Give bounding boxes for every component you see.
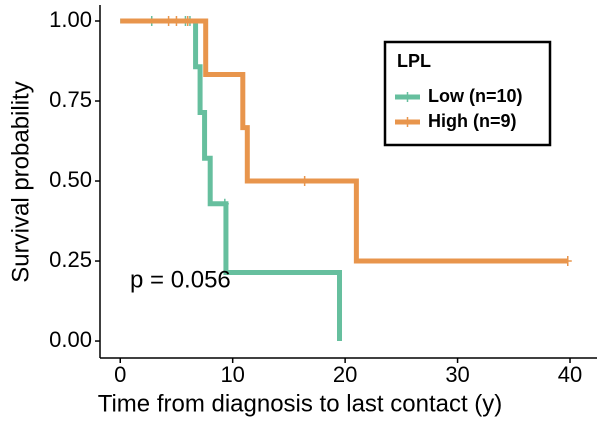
censor-mark [220,198,229,209]
x-tick-label: 0 [114,362,126,387]
y-axis-title: Survival probability [7,81,34,282]
survival-line [120,18,568,264]
legend-label: High (n=9) [428,111,517,131]
censor-mark [563,256,572,267]
x-tick-label: 40 [558,362,582,387]
y-tick-label: 1.00 [49,7,92,32]
y-tick-label: 0.25 [49,247,92,272]
legend-label: Low (n=10) [428,86,523,106]
y-tick-label: 0.00 [49,327,92,352]
censor-mark [172,16,181,27]
y-tick-label: 0.50 [49,167,92,192]
x-tick-label: 20 [333,362,357,387]
x-axis-title: Time from diagnosis to last contact (y) [98,390,503,417]
censor-mark [183,16,192,27]
censor-mark [300,176,309,187]
p-value: p = 0.056 [130,266,231,293]
x-tick-label: 10 [220,362,244,387]
y-tick-label: 0.75 [49,87,92,112]
censor-mark [164,16,173,27]
survival-line [120,18,343,342]
legend-title: LPL [397,51,431,71]
x-tick-label: 30 [445,362,469,387]
legend-box [383,40,552,147]
